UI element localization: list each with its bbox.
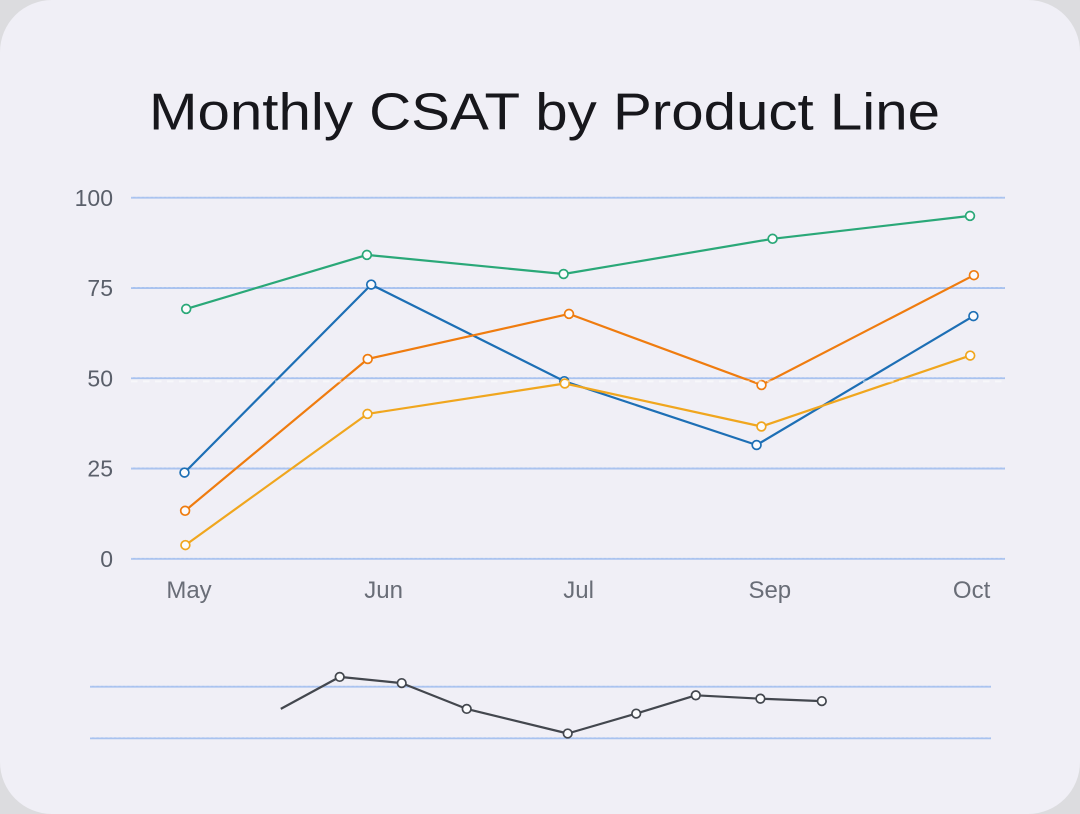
svg-text:Monthly CSAT by Product Line: Monthly CSAT by Product Line	[149, 84, 940, 142]
svg-text:100: 100	[75, 185, 113, 211]
svg-text:Jul: Jul	[563, 577, 594, 604]
svg-text:Oct: Oct	[953, 577, 991, 604]
svg-text:50: 50	[87, 365, 113, 391]
svg-text:Sep: Sep	[748, 577, 791, 604]
svg-text:May: May	[166, 577, 211, 604]
svg-text:25: 25	[87, 456, 113, 482]
svg-text:0: 0	[100, 546, 113, 572]
svg-text:Jun: Jun	[364, 577, 403, 604]
svg-text:75: 75	[87, 275, 113, 301]
